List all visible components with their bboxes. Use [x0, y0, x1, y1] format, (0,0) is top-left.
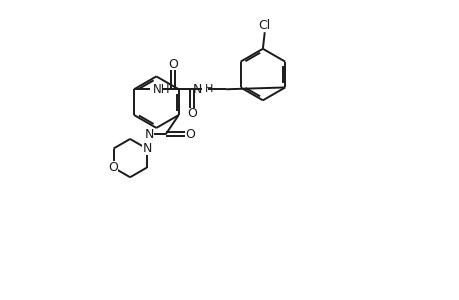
Text: N: N — [192, 83, 202, 96]
Text: NH: NH — [152, 83, 170, 96]
Text: O: O — [168, 58, 177, 71]
Text: O: O — [107, 161, 118, 174]
Text: Cl: Cl — [258, 20, 270, 32]
Text: O: O — [185, 128, 195, 141]
Text: N: N — [144, 128, 154, 141]
Text: O: O — [186, 107, 196, 120]
Text: N: N — [142, 142, 152, 155]
Text: H: H — [204, 84, 213, 94]
